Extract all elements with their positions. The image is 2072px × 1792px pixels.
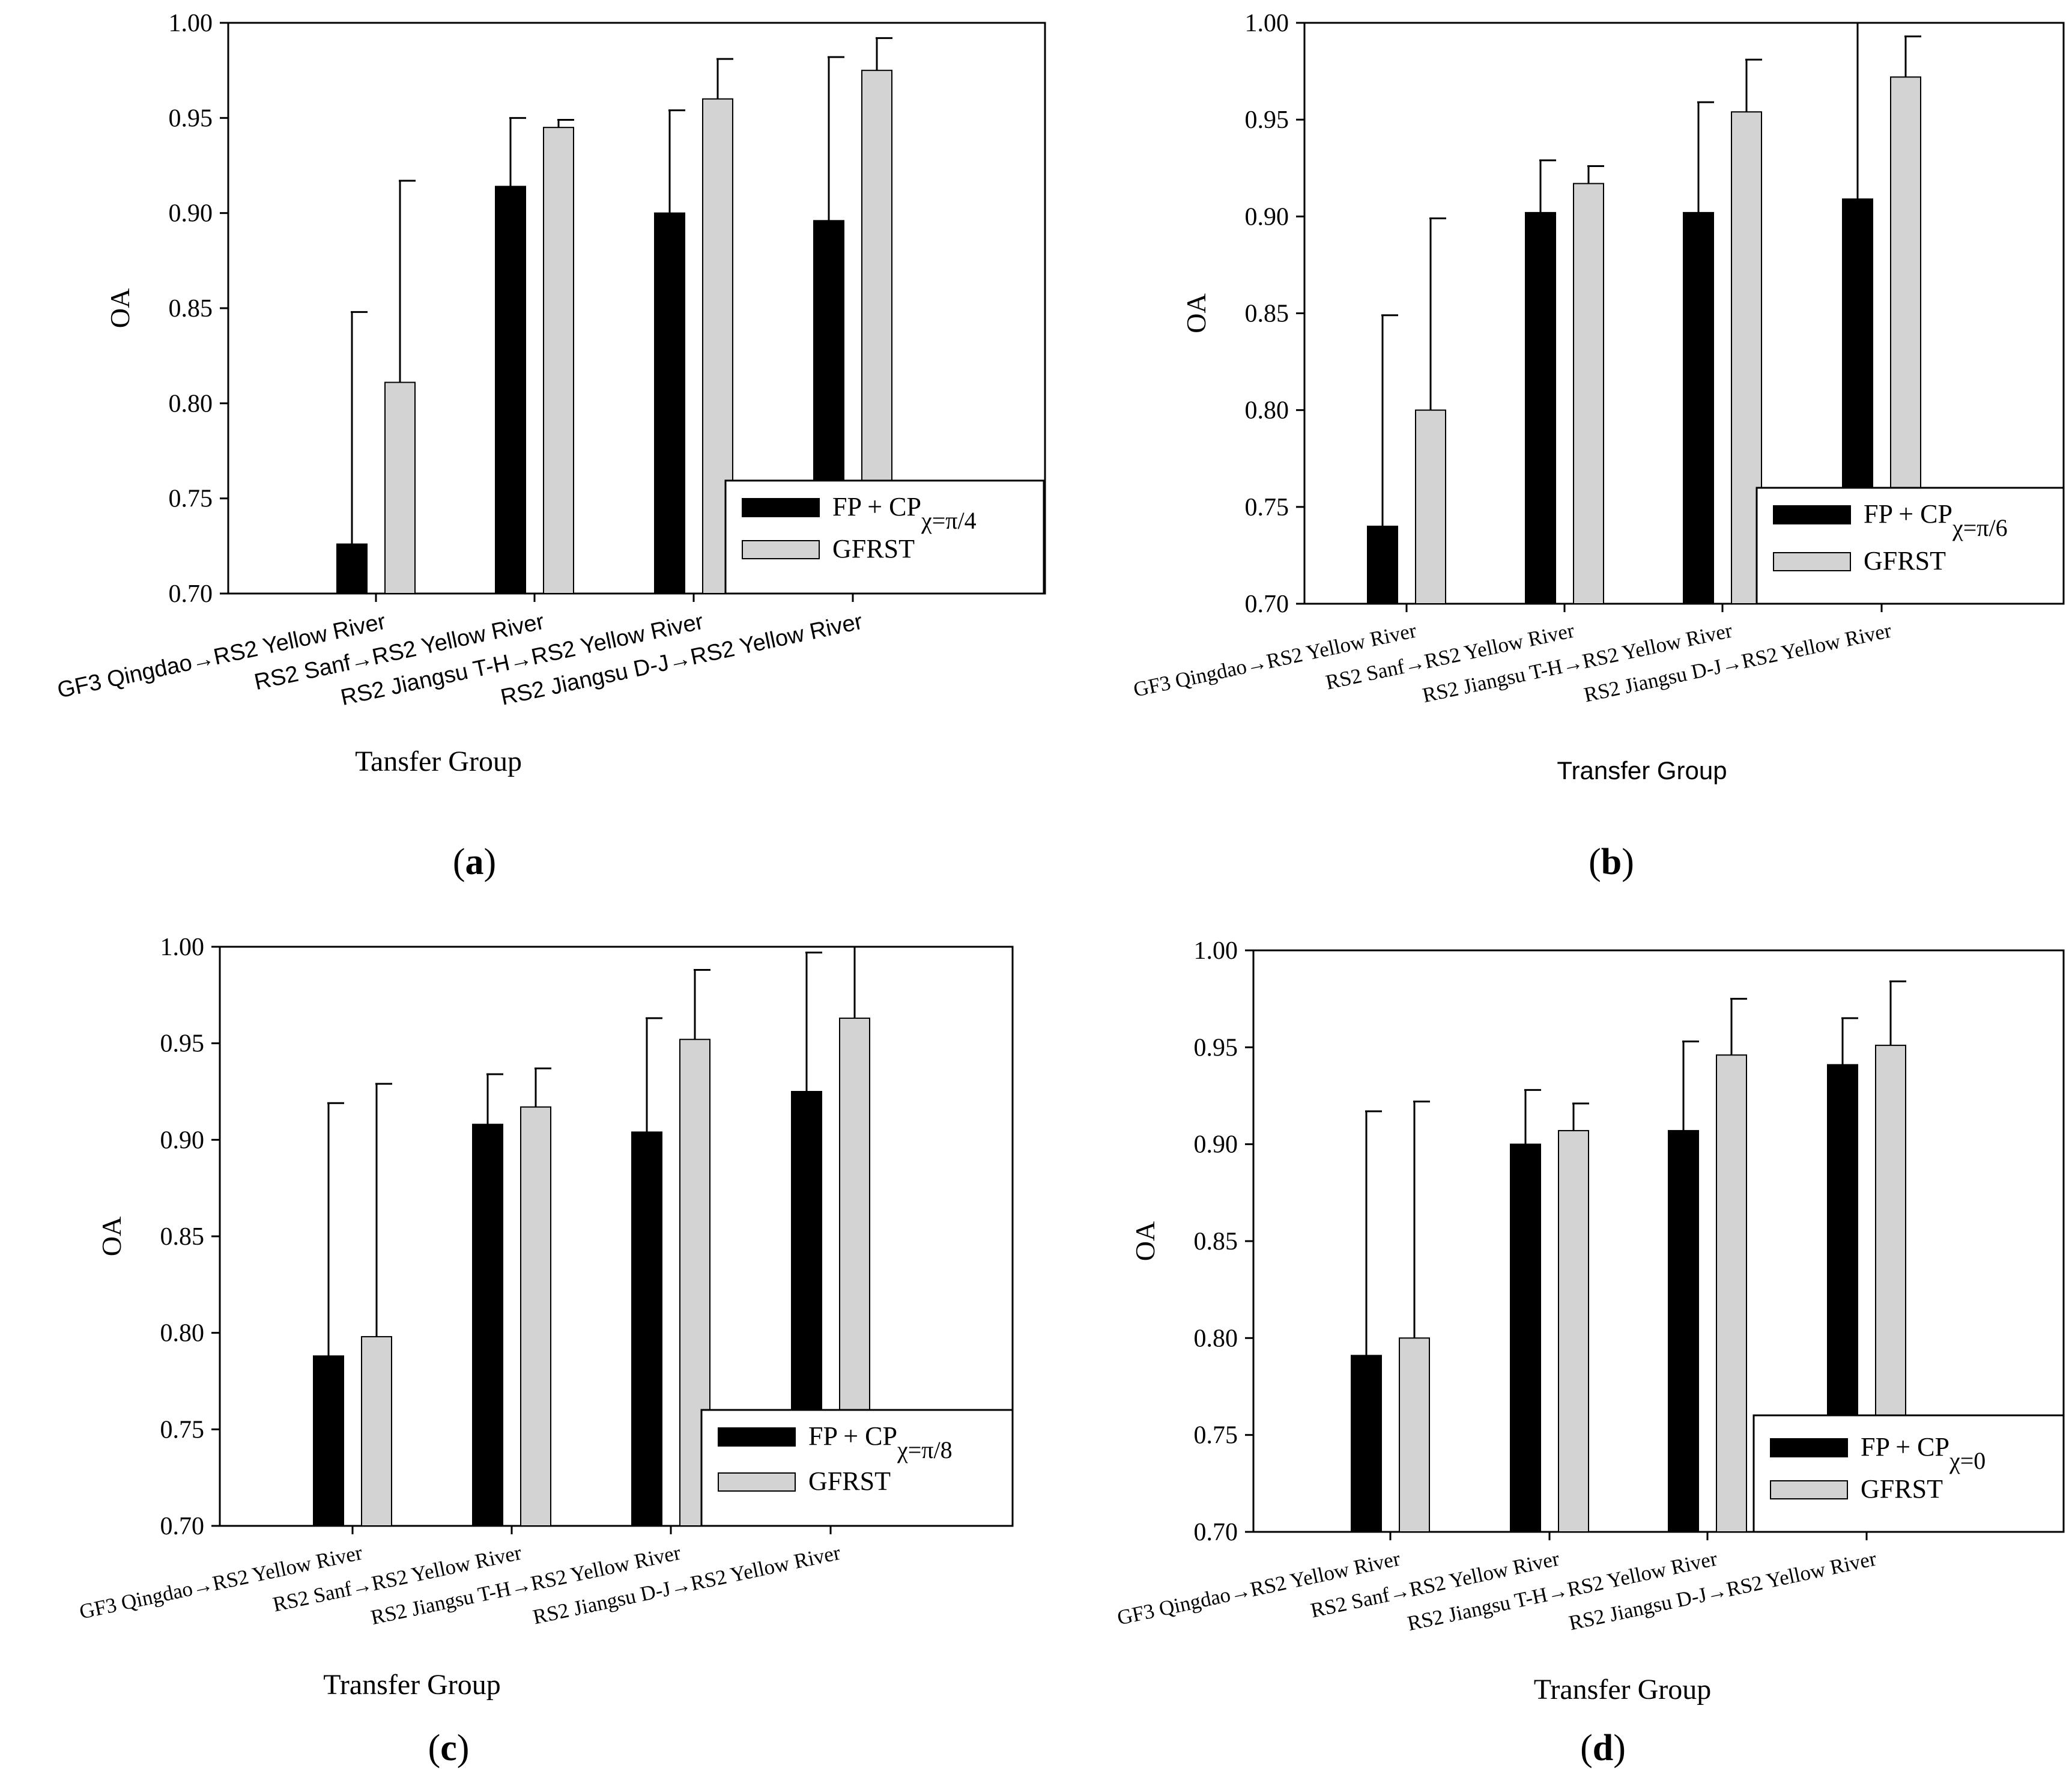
legend-swatch-fp-cp [742, 498, 820, 517]
y-axis-label: OA [1181, 293, 1211, 333]
y-tick-label: 0.95 [169, 105, 213, 132]
y-tick-label: 0.90 [169, 200, 213, 228]
y-axis-label: OA [105, 288, 135, 328]
y-tick-label: 1.00 [1245, 10, 1289, 37]
panel-label: (b) [1589, 842, 1634, 882]
y-tick-label: 0.80 [1245, 397, 1289, 425]
y-axis-label: OA [1130, 1221, 1160, 1261]
legend-subscript: χ=π/6 [1952, 514, 2008, 541]
bar-fp-cp-1 [1367, 526, 1398, 604]
bar-fp-cp-2 [1525, 211, 1556, 604]
legend-label-gfrst: GFRST [832, 534, 915, 563]
legend-subscript: χ=π/8 [897, 1436, 953, 1463]
legend-label-gfrst: GFRST [1864, 546, 1946, 576]
bar-gfrst-2 [1573, 183, 1604, 604]
legend-swatch-gfrst [718, 1472, 796, 1492]
bar-gfrst-1 [384, 381, 416, 594]
y-tick-label: 0.85 [1245, 300, 1289, 328]
bar-fp-cp-1 [1351, 1355, 1382, 1532]
legend-label-gfrst: GFRST [1861, 1474, 1943, 1504]
y-tick-label: 1.00 [169, 10, 213, 37]
bar-fp-cp-2 [1510, 1143, 1541, 1532]
y-tick-label: 0.95 [1194, 1034, 1238, 1062]
bar-fp-cp-3 [1668, 1130, 1699, 1532]
y-tick-label: 0.85 [169, 295, 213, 323]
x-axis-label: Transfer Group [1534, 1674, 1712, 1705]
y-tick-label: 0.85 [1194, 1228, 1238, 1256]
legend-swatch-fp-cp [1770, 1438, 1848, 1457]
y-tick-label: 0.75 [1245, 494, 1289, 521]
bar-fp-cp-1 [336, 543, 368, 595]
bar-gfrst-1 [1415, 409, 1446, 605]
x-axis-label: Transfer Group [1557, 756, 1727, 785]
bar-fp-cp-3 [654, 212, 685, 594]
y-axis-label: OA [96, 1216, 127, 1256]
bar-fp-cp-2 [472, 1123, 503, 1527]
bar-gfrst-2 [1558, 1130, 1589, 1532]
bar-gfrst-1 [361, 1336, 392, 1526]
y-tick-label: 1.00 [1194, 937, 1238, 965]
panel-label: (d) [1580, 1728, 1626, 1769]
y-tick-label: 0.95 [1245, 106, 1289, 134]
y-tick-label: 0.70 [1245, 591, 1289, 618]
y-tick-label: 0.80 [1194, 1325, 1238, 1352]
y-tick-label: 0.80 [160, 1320, 205, 1347]
bar-gfrst-1 [1399, 1337, 1430, 1532]
legend-box [1752, 1414, 2065, 1533]
legend-label-gfrst: GFRST [808, 1466, 891, 1496]
panel-label: (c) [428, 1728, 470, 1769]
bar-fp-cp-1 [313, 1355, 344, 1526]
bar-gfrst-3 [1716, 1054, 1747, 1532]
y-tick-label: 0.90 [1245, 203, 1289, 231]
legend-subscript: χ=π/4 [921, 507, 977, 534]
legend-subscript: χ=0 [1949, 1447, 1986, 1474]
y-tick-label: 0.75 [1194, 1422, 1238, 1450]
bar-gfrst-2 [543, 127, 574, 594]
panel-label: (a) [453, 842, 496, 882]
legend-swatch-gfrst [1770, 1480, 1848, 1499]
legend-swatch-fp-cp [718, 1427, 796, 1447]
bar-fp-cp-2 [495, 186, 526, 595]
x-axis-label: Transfer Group [323, 1669, 501, 1701]
y-tick-label: 0.70 [169, 580, 213, 608]
y-tick-label: 0.80 [169, 390, 213, 418]
x-axis-label: Tansfer Group [355, 746, 522, 777]
y-tick-label: 1.00 [160, 934, 205, 961]
y-tick-label: 0.75 [160, 1416, 205, 1444]
bar-fp-cp-3 [1683, 211, 1714, 604]
y-tick-label: 0.95 [160, 1030, 205, 1058]
y-tick-label: 0.75 [169, 485, 213, 513]
y-tick-label: 0.70 [1194, 1519, 1238, 1546]
y-tick-label: 0.90 [1194, 1131, 1238, 1159]
bar-gfrst-2 [520, 1106, 551, 1526]
legend-swatch-fp-cp [1773, 505, 1851, 524]
legend-swatch-gfrst [1773, 552, 1851, 571]
y-tick-label: 0.90 [160, 1126, 205, 1154]
bar-fp-cp-3 [631, 1131, 662, 1526]
y-tick-label: 0.70 [160, 1513, 205, 1540]
y-tick-label: 0.85 [160, 1223, 205, 1251]
legend-swatch-gfrst [742, 540, 820, 559]
